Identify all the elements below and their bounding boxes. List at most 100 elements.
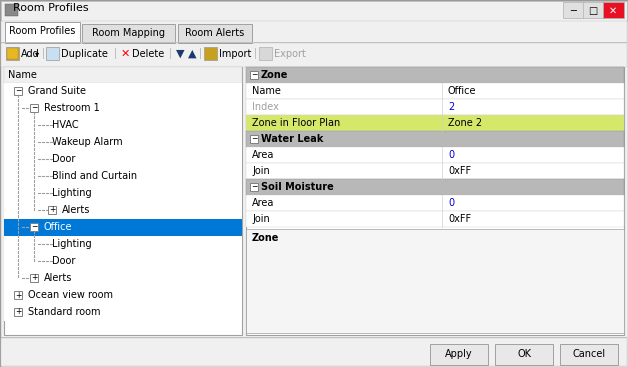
Bar [495, 344, 553, 365]
Text: Room Profiles: Room Profiles [13, 3, 89, 13]
Bar [4, 151, 242, 168]
Text: Room Alerts: Room Alerts [185, 28, 245, 38]
Text: Alerts: Alerts [44, 273, 72, 283]
Text: Index: Index [252, 102, 279, 112]
Bar [178, 24, 252, 43]
Text: 0: 0 [448, 198, 454, 208]
Text: Apply: Apply [445, 349, 473, 359]
Text: 0xFF: 0xFF [448, 214, 471, 224]
Text: Room Profiles: Room Profiles [9, 26, 75, 36]
Bar [1, 42, 627, 43]
Bar [4, 236, 242, 253]
Text: □: □ [588, 6, 598, 16]
Text: Water Leak: Water Leak [261, 134, 323, 144]
Text: −: − [31, 103, 37, 113]
Text: Duplicate: Duplicate [61, 49, 108, 59]
Text: Office: Office [448, 86, 477, 96]
Bar [1, 21, 627, 43]
Bar [14, 87, 22, 95]
Text: 0: 0 [448, 150, 454, 160]
Text: Blind and Curtain: Blind and Curtain [52, 171, 137, 181]
Bar [1, 337, 627, 338]
Text: Soil Moisture: Soil Moisture [261, 182, 333, 192]
Bar [563, 2, 584, 18]
Text: Wakeup Alarm: Wakeup Alarm [52, 137, 122, 147]
Text: +: + [31, 273, 37, 283]
Bar [7, 48, 18, 59]
Bar [204, 47, 217, 60]
Text: Add: Add [21, 49, 40, 59]
Text: Standard room: Standard room [28, 307, 100, 317]
Bar [4, 134, 242, 151]
Text: +: + [49, 206, 55, 214]
Bar [4, 67, 242, 335]
Bar [1, 1, 627, 21]
Text: Join: Join [252, 214, 270, 224]
Bar [583, 2, 604, 18]
Bar [200, 48, 201, 59]
Bar [4, 185, 242, 202]
Bar [48, 206, 56, 214]
Bar [4, 117, 242, 134]
Bar [4, 67, 242, 83]
Bar [46, 47, 59, 60]
Text: Zone in Floor Plan: Zone in Floor Plan [252, 118, 340, 128]
Bar [246, 67, 624, 83]
Text: HVAC: HVAC [52, 120, 78, 130]
Text: Zone: Zone [261, 70, 288, 80]
Bar [1, 43, 627, 67]
Bar [4, 83, 242, 100]
Text: +: + [15, 291, 21, 299]
Bar [4, 202, 242, 219]
Text: Ocean view room: Ocean view room [28, 290, 113, 300]
Bar [170, 48, 171, 59]
Text: Export: Export [274, 49, 306, 59]
Bar [255, 48, 256, 59]
Text: 0xFF: 0xFF [448, 166, 471, 176]
Text: ▾: ▾ [35, 50, 39, 58]
Bar [14, 308, 22, 316]
Text: Area: Area [252, 150, 274, 160]
Text: +: + [15, 308, 21, 316]
Bar [246, 115, 624, 131]
Bar [246, 163, 624, 179]
Text: −: − [15, 87, 21, 95]
Bar [4, 219, 242, 236]
Text: −: − [251, 182, 257, 192]
Bar [4, 304, 242, 321]
Text: −: − [251, 134, 257, 143]
Text: Zone 2: Zone 2 [448, 118, 482, 128]
Bar [82, 24, 175, 43]
Text: ▲: ▲ [188, 49, 196, 59]
Text: 2: 2 [448, 102, 454, 112]
Bar [43, 48, 44, 59]
Bar [603, 2, 624, 18]
Bar [4, 270, 242, 287]
Text: ▼: ▼ [176, 49, 184, 59]
Bar [6, 47, 19, 60]
Bar [246, 83, 624, 99]
Bar [246, 67, 624, 335]
Text: Lighting: Lighting [52, 188, 92, 198]
Bar [250, 71, 258, 79]
Bar [115, 48, 116, 59]
Bar [4, 253, 242, 270]
Text: Cancel: Cancel [573, 349, 605, 359]
Text: Name: Name [8, 70, 37, 80]
Text: Room Mapping: Room Mapping [92, 28, 165, 38]
Bar [246, 131, 624, 147]
Bar [259, 47, 272, 60]
Bar [5, 22, 80, 43]
Text: −: − [251, 70, 257, 80]
Bar [246, 99, 624, 115]
Text: Join: Join [252, 166, 270, 176]
Bar [4, 168, 242, 185]
Text: Area: Area [252, 198, 274, 208]
Bar [30, 223, 38, 231]
Text: Zone: Zone [252, 233, 279, 243]
Text: Lighting: Lighting [52, 239, 92, 249]
Bar [30, 274, 38, 282]
Bar [30, 104, 38, 112]
Bar [246, 179, 624, 195]
Text: ✕: ✕ [609, 6, 617, 16]
